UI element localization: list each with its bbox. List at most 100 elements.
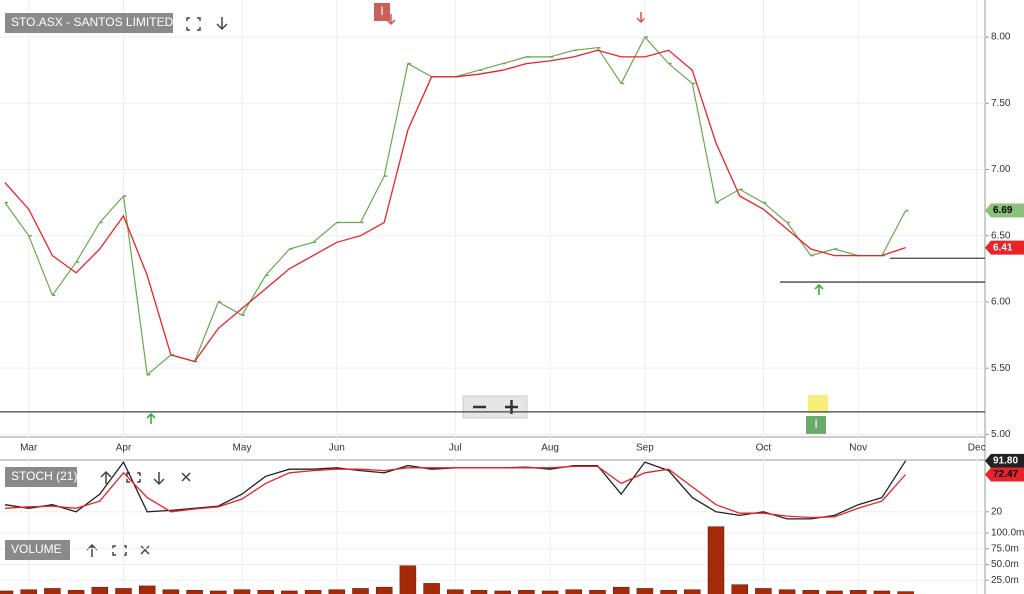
x-tick-label: Jun xyxy=(329,443,345,454)
bar xyxy=(138,585,156,594)
buy-arrow xyxy=(814,283,824,295)
bar xyxy=(257,590,274,594)
zoom-controls[interactable] xyxy=(462,395,528,419)
annotation-box xyxy=(806,416,826,434)
y-tick-label: 6.00 xyxy=(991,297,1011,308)
bar xyxy=(352,588,369,594)
bar xyxy=(210,590,227,594)
value-tag-label: 6.41 xyxy=(993,242,1013,253)
bar xyxy=(281,590,298,594)
buy-arrow xyxy=(146,412,156,424)
y-tick-label: 6.50 xyxy=(991,230,1011,241)
bar xyxy=(707,526,725,594)
sell-arrow xyxy=(386,14,396,26)
y-tick-label: 8.00 xyxy=(991,32,1011,43)
series-line xyxy=(4,465,907,519)
close-icon[interactable] xyxy=(181,472,191,482)
bar xyxy=(826,590,843,594)
value-tag xyxy=(985,453,1024,468)
bar xyxy=(162,589,180,594)
bar xyxy=(778,589,796,594)
bar xyxy=(731,584,748,594)
bar xyxy=(755,588,772,594)
x-tick-label: Sep xyxy=(636,443,654,454)
x-tick-label: Nov xyxy=(849,443,867,454)
bar xyxy=(115,588,132,594)
bar xyxy=(541,590,559,594)
bar xyxy=(684,589,701,594)
value-tag-label: 91.80 xyxy=(993,455,1018,466)
y-tick-label: 7.00 xyxy=(991,164,1011,175)
bar xyxy=(44,588,61,594)
signal-arrows xyxy=(146,12,824,424)
value-tag xyxy=(985,240,1024,255)
expand-icon[interactable] xyxy=(126,472,141,483)
bar xyxy=(447,589,464,594)
x-tick-label: Dec xyxy=(968,443,986,454)
y-tick-label: 75.0m xyxy=(991,543,1019,554)
bar xyxy=(233,589,251,594)
bar xyxy=(470,590,488,594)
annotation: I xyxy=(814,417,817,431)
value-tag xyxy=(985,467,1024,482)
bar xyxy=(494,590,511,594)
x-tick-label: Mar xyxy=(20,443,38,454)
bar xyxy=(636,588,654,594)
y-tick-label: 25.0m xyxy=(991,575,1019,586)
bar xyxy=(20,589,37,594)
y-tick-label: 100.0m xyxy=(991,528,1024,539)
value-tag xyxy=(985,203,1024,218)
bar xyxy=(0,590,14,594)
bar xyxy=(660,590,677,594)
panel-title: STOCH (21) xyxy=(11,469,77,483)
bar xyxy=(186,590,203,594)
panel-title-box xyxy=(5,13,173,33)
down-icon[interactable] xyxy=(153,472,165,486)
annotation-box xyxy=(374,3,390,21)
bar xyxy=(873,590,891,594)
panel-icons[interactable] xyxy=(86,17,228,557)
up-icon[interactable] xyxy=(100,470,112,484)
bar xyxy=(304,590,322,594)
panel-title-box xyxy=(5,540,70,560)
sell-arrow xyxy=(636,12,646,24)
x-tick-label: Jul xyxy=(449,443,462,454)
value-tag-label: 72.47 xyxy=(993,469,1018,480)
bar xyxy=(328,589,346,594)
expand-icon[interactable] xyxy=(186,17,201,31)
bar xyxy=(91,586,109,594)
bar xyxy=(67,590,85,594)
expand-icon[interactable] xyxy=(112,545,127,556)
y-tick-label: 50.0m xyxy=(991,559,1019,570)
bar xyxy=(423,583,440,594)
bar xyxy=(612,586,630,594)
annotation: I xyxy=(380,4,383,18)
y-tick-label: 7.50 xyxy=(991,98,1011,109)
panel-title: STO.ASX - SANTOS LIMITED xyxy=(11,15,174,29)
pencil-marker[interactable] xyxy=(808,395,828,413)
bar xyxy=(802,590,820,594)
bar xyxy=(849,590,867,594)
x-tick-label: May xyxy=(233,443,252,454)
x-tick-label: Apr xyxy=(116,443,132,454)
bar xyxy=(589,590,606,594)
panel-title: VOLUME xyxy=(11,542,62,556)
down-icon[interactable] xyxy=(216,17,228,31)
bar xyxy=(565,589,583,594)
series-line xyxy=(4,49,906,363)
x-tick-label: Oct xyxy=(756,443,772,454)
bar xyxy=(399,565,417,594)
y-tick-label: 5.00 xyxy=(991,429,1011,440)
y-tick-label: 20 xyxy=(991,506,1003,517)
bar xyxy=(518,590,535,594)
y-tick-label: 5.50 xyxy=(991,363,1011,374)
bar xyxy=(375,586,393,594)
axis-background xyxy=(985,0,1024,594)
value-tag-label: 6.69 xyxy=(993,205,1013,216)
close-icon[interactable] xyxy=(140,545,150,555)
panel-title-box xyxy=(5,467,77,487)
x-tick-label: Aug xyxy=(541,443,559,454)
